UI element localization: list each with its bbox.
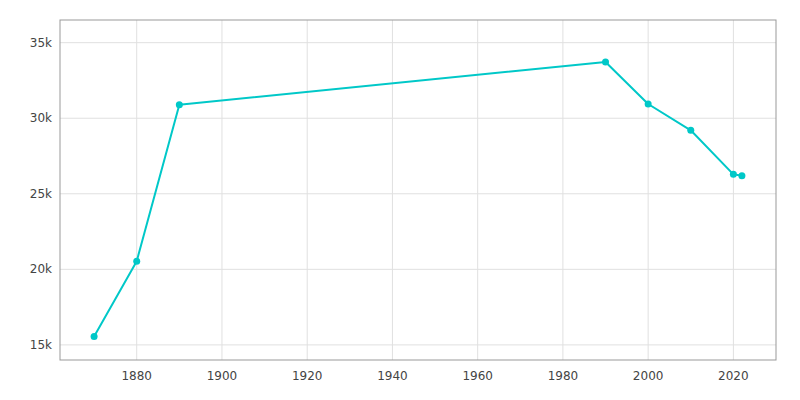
grid [60,20,776,360]
y-tick-label: 20k [30,262,52,276]
x-tick-label: 1920 [292,369,323,383]
data-point [687,127,694,134]
data-point [133,258,140,265]
x-tick-label: 1880 [121,369,152,383]
x-grid-line [392,20,393,360]
series [91,58,746,340]
data-point [91,333,98,340]
chart-container: 15k 20k 25k 30k 35k 1880 1900 1920 1940 1960 1980 2… [0,0,800,400]
y-grid-line [60,344,776,345]
x-tick-label: 2000 [633,369,664,383]
y-grid-line [60,193,776,194]
x-grid-line [221,20,222,360]
x-grid-line [733,20,734,360]
y-tick-label: 25k [30,187,52,201]
y-tick-label: 15k [30,338,52,352]
x-tick-label: 1960 [462,369,493,383]
x-tick-label: 1980 [548,369,579,383]
chart-svg: 15k 20k 25k 30k 35k 1880 1900 1920 1940 1960 1980 2… [0,0,800,400]
y-tick-label: 35k [30,36,52,50]
x-grid-line [648,20,649,360]
y-tick-label: 30k [30,111,52,125]
x-grid-line [136,20,137,360]
data-point [730,171,737,178]
x-tick-label: 2020 [718,369,749,383]
x-tick-label: 1900 [207,369,238,383]
data-point [176,101,183,108]
data-line [94,62,742,337]
data-point [645,101,652,108]
data-point [738,172,745,179]
data-point [602,58,609,65]
x-tick-label: 1940 [377,369,408,383]
y-grid-line [60,118,776,119]
y-grid-line [60,269,776,270]
x-grid-line [307,20,308,360]
y-grid-line [60,42,776,43]
x-grid-line [562,20,563,360]
x-grid-line [477,20,478,360]
plot-frame [60,20,776,360]
